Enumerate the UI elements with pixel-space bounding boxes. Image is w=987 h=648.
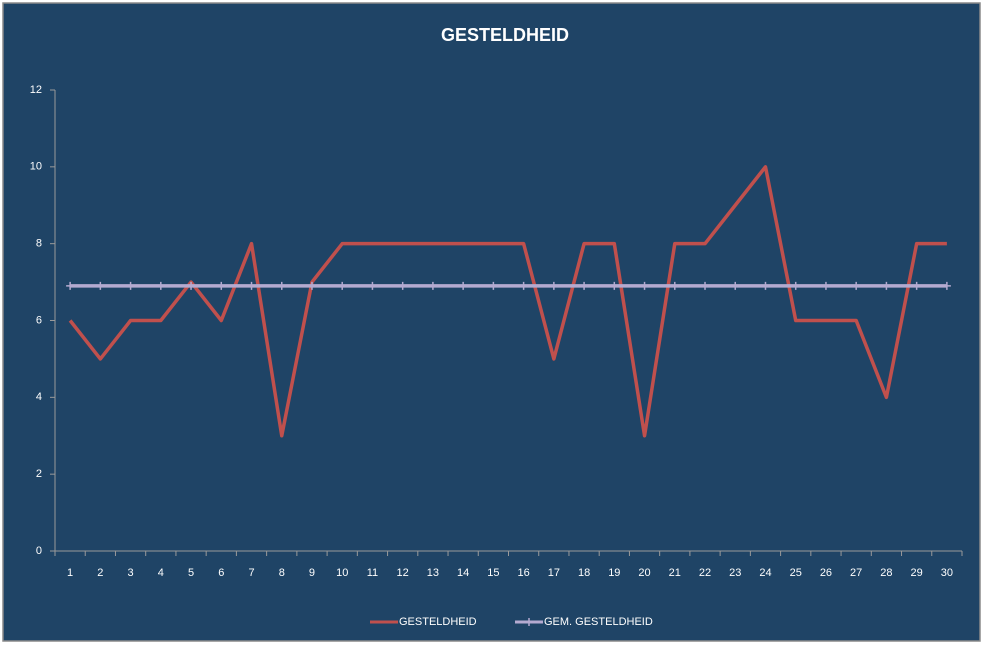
point-marker [126,281,135,290]
point-marker [247,281,256,290]
x-tick-label: 30 [941,567,953,579]
x-tick-label: 8 [279,567,285,579]
point-marker [912,281,921,290]
x-tick-label: 12 [397,567,409,579]
x-tick-label: 21 [669,567,681,579]
x-tick-label: 24 [759,567,771,579]
point-marker [731,281,740,290]
point-marker [549,281,558,290]
point-marker [368,281,377,290]
point-marker [489,281,498,290]
point-marker [307,281,316,290]
point-marker [187,281,196,290]
x-tick-label: 9 [309,567,315,579]
x-tick-label: 14 [457,567,469,579]
point-marker [580,281,589,290]
x-tick-label: 28 [880,567,892,579]
y-tick-label: 0 [36,545,42,557]
point-marker [217,281,226,290]
x-tick-label: 4 [158,567,164,579]
x-tick-label: 20 [638,567,650,579]
point-marker [942,281,951,290]
point-marker [398,281,407,290]
x-tick-label: 19 [608,567,620,579]
x-tick-label: 27 [850,567,862,579]
point-marker [670,281,679,290]
point-marker [882,281,891,290]
point-marker [701,281,710,290]
point-marker [66,281,75,290]
x-tick-label: 17 [548,567,560,579]
y-tick-label: 6 [36,314,42,326]
point-marker [640,281,649,290]
legend-label: GEM. GESTELDHEID [544,616,653,628]
line-series [68,165,947,438]
x-tick-label: 15 [487,567,499,579]
x-tick-label: 11 [367,567,378,579]
x-tick-label: 6 [218,567,224,579]
point-marker [156,281,165,290]
y-tick-label: 10 [30,161,42,173]
point-marker [852,281,861,290]
x-tick-label: 10 [336,567,348,579]
x-tick-label: 16 [517,567,529,579]
legend-label: GESTELDHEID [399,616,477,628]
point-marker [821,281,830,290]
point-marker [761,281,770,290]
x-tick-label: 5 [188,567,194,579]
point-marker [519,281,528,290]
point-marker [610,281,619,290]
x-tick-label: 7 [248,567,254,579]
y-tick-label: 8 [36,238,42,250]
y-tick-label: 4 [36,391,42,403]
x-tick-label: 29 [911,567,923,579]
point-marker [791,281,800,290]
y-tick-label: 12 [30,84,42,96]
point-marker [96,281,105,290]
x-tick-label: 22 [699,567,711,579]
chart-title: GESTELDHEID [441,25,569,45]
x-tick-label: 26 [820,567,832,579]
point-marker [428,281,437,290]
x-tick-label: 1 [67,567,73,579]
x-tick-label: 18 [578,567,590,579]
point-marker [459,281,468,290]
point-marker [338,281,347,290]
y-tick-label: 2 [36,468,42,480]
x-tick-label: 23 [729,567,741,579]
x-tick-label: 3 [128,567,134,579]
point-marker [277,281,286,290]
x-tick-label: 2 [97,567,103,579]
x-tick-label: 13 [427,567,439,579]
x-tick-label: 25 [790,567,802,579]
